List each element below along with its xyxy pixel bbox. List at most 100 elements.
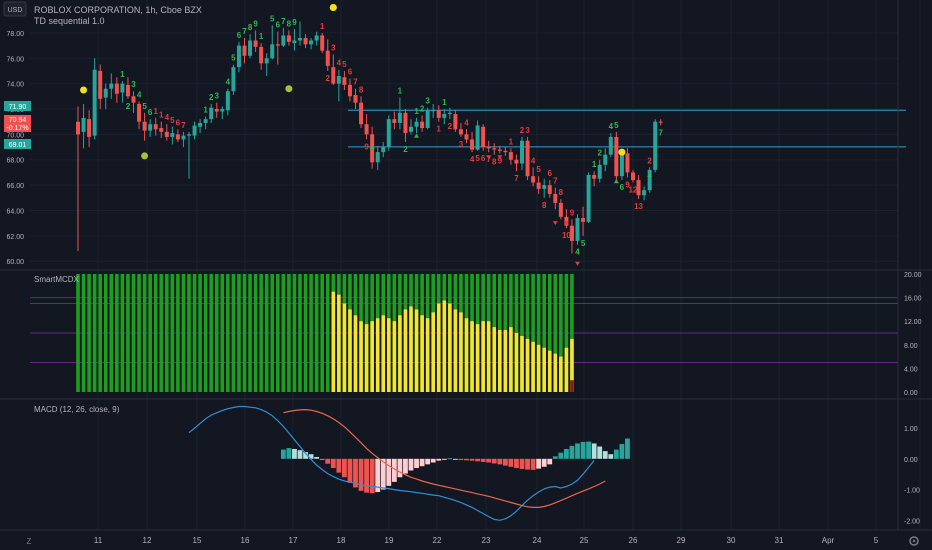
candle-body <box>220 109 225 112</box>
upper-level-badge <box>4 101 31 111</box>
settings-corner[interactable] <box>899 531 932 550</box>
macd-hist-bar <box>441 458 447 460</box>
macd-tick-label: -2.00 <box>904 518 920 525</box>
macd-hist-bar <box>453 458 458 460</box>
mcdx-yellow-bar <box>387 318 391 392</box>
candle-body <box>92 69 97 136</box>
candle-body <box>164 131 169 137</box>
macd-histogram <box>280 438 630 494</box>
macd-hist-bar <box>447 458 453 460</box>
candle-body <box>253 40 258 47</box>
candle-body <box>109 83 114 89</box>
candle-body <box>120 83 125 93</box>
mcdx-green-bar <box>209 274 213 392</box>
td-count-label: 4 <box>470 155 475 164</box>
mcdx-green-bar <box>298 274 302 392</box>
mcdx-yellow-bar <box>331 291 336 392</box>
macd-hist-bar <box>541 458 547 467</box>
td-count-label: 1 <box>203 106 208 115</box>
mcdx-green-bar <box>81 274 86 392</box>
td-count-label: 7 <box>659 128 664 137</box>
timezone-logo[interactable]: Z <box>27 537 32 546</box>
mcdx-yellow-bar <box>464 318 469 392</box>
time-tick-label: 17 <box>289 536 298 545</box>
macd-hist-bar <box>469 458 475 461</box>
candle-body <box>525 140 530 177</box>
macd-hist-bar <box>502 458 508 466</box>
mcdx-yellow-bar <box>436 303 441 392</box>
candle-body <box>159 128 164 132</box>
mcdx-green-bar <box>281 274 286 392</box>
mcdx-green-bar <box>214 274 219 392</box>
td-count-label: 2 <box>209 93 214 102</box>
mcdx-green-bar <box>142 274 147 392</box>
candle-body <box>286 35 291 42</box>
mcdx-tick-label: 4.00 <box>904 366 918 373</box>
candle-body <box>592 174 597 179</box>
td-count-label: 1 <box>592 160 597 169</box>
candle-body <box>653 121 658 170</box>
gear-icon[interactable] <box>909 536 919 546</box>
macd-hist-bar <box>325 458 331 464</box>
smartmcdx-axis[interactable]: 0.00 4.00 8.00 12.00 16.00 20.00 <box>904 272 922 397</box>
candle-body <box>569 225 574 241</box>
candle-body <box>298 37 302 41</box>
macd-hist-bar <box>597 446 603 459</box>
time-axis[interactable]: 11 12 15 16 17 18 19 22 23 24 25 26 29 30 31 Apr 5 <box>94 536 879 545</box>
macd-pane[interactable] <box>188 405 630 521</box>
macd-hist-bar <box>364 458 369 493</box>
candle-body <box>414 121 419 127</box>
signal-line <box>283 408 606 508</box>
td-count-label: 4 <box>531 156 536 165</box>
candle-body <box>392 119 397 123</box>
candle-body <box>148 124 153 131</box>
currency-box[interactable] <box>3 1 27 17</box>
sell-arrow <box>486 155 492 160</box>
candle-body <box>586 174 591 222</box>
td-count-label: 9 <box>625 180 630 189</box>
macd-hist-bar <box>436 458 442 461</box>
candles <box>76 21 663 254</box>
mcdx-green-bar <box>159 274 164 392</box>
td-count-label: 4 <box>337 59 342 68</box>
mcdx-green-bar <box>76 274 80 392</box>
candle-body <box>153 124 158 130</box>
td-count-label: 3 <box>459 140 464 149</box>
candle-body <box>359 102 364 125</box>
mcdx-red-bar <box>570 380 574 392</box>
mcdx-yellow-bar <box>337 294 341 392</box>
mcdx-yellow-bar <box>392 321 397 392</box>
macd-axis[interactable]: -2.00 -1.00 0.00 1.00 <box>904 426 920 525</box>
macd-hist-bar <box>303 452 308 459</box>
time-tick-label: 15 <box>193 536 202 545</box>
mcdx-green-bar <box>92 274 97 392</box>
macd-hist-bar <box>564 448 569 459</box>
currency-label: USD <box>8 7 23 14</box>
mcdx-green-bar <box>176 274 180 392</box>
time-tick-label: 29 <box>677 536 686 545</box>
mcdx-yellow-bar <box>470 321 474 392</box>
indicator-title: TD sequential 1.0 <box>34 16 105 26</box>
candle-body <box>508 152 513 160</box>
mcdx-green-bar <box>131 274 136 392</box>
td-count-label: 7 <box>514 174 519 183</box>
mcdx-green-bar <box>192 274 197 392</box>
td-count-label: 9 <box>498 156 503 165</box>
macd-hist-bar <box>552 456 558 459</box>
candle-body <box>192 125 197 136</box>
smartmcdx-pane[interactable] <box>30 274 898 392</box>
candle-body <box>281 35 286 46</box>
candle-body <box>492 148 497 150</box>
mcdx-green-bar <box>536 274 541 392</box>
mcdx-green-bar <box>170 274 175 392</box>
macd-hist-bar <box>586 441 591 459</box>
mcdx-yellow-bar <box>359 321 363 392</box>
time-tick-label: 24 <box>533 536 542 545</box>
mcdx-green-bar <box>287 274 291 392</box>
macd-hist-bar <box>358 458 364 491</box>
macd-hist-bar <box>319 458 325 461</box>
candle-body <box>364 124 369 135</box>
candle-body <box>270 44 275 59</box>
